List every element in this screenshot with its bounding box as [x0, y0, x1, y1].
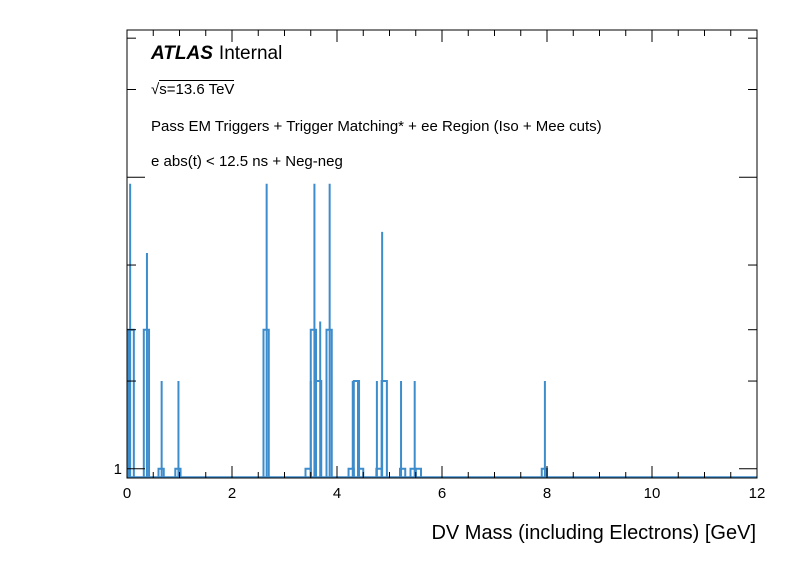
- x-tick-label: 8: [543, 485, 551, 502]
- histogram-series: [127, 183, 757, 478]
- x-tick-label: 4: [333, 485, 341, 502]
- cut-label: e abs(t) < 12.5 ns + Neg-neg: [151, 153, 343, 170]
- x-tick-label: 6: [438, 485, 446, 502]
- selection-label: Pass EM Triggers + Trigger Matching* + e…: [151, 118, 602, 135]
- y-tick-label: 1: [114, 461, 122, 478]
- histogram-bin: [414, 467, 422, 477]
- x-axis-title: DV Mass (including Electrons) [GeV]: [431, 522, 756, 544]
- atlas-bold: ATLAS: [151, 43, 213, 64]
- x-tick-label: 12: [749, 485, 766, 502]
- histogram-bin: [315, 380, 323, 477]
- axes: 0 2 4 6 8 10 12 1: [114, 30, 766, 502]
- sqrt-symbol: √: [151, 81, 160, 98]
- x-tick-label: 0: [123, 485, 131, 502]
- atlas-label: ATLAS Internal: [151, 43, 282, 65]
- x-tick-label: 10: [644, 485, 661, 502]
- x-tick-label: 2: [228, 485, 236, 502]
- histogram-bin: [352, 380, 361, 477]
- atlas-status: Internal: [218, 43, 283, 64]
- energy-label: √s=13.6 TeV: [151, 80, 235, 98]
- energy-value: s=13.6 TeV: [159, 80, 235, 98]
- histogram-bin: [399, 467, 407, 477]
